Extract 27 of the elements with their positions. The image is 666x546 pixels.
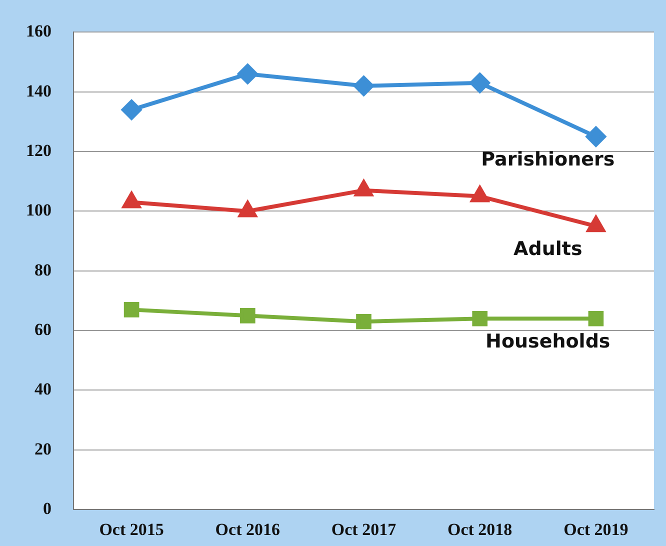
point bbox=[472, 310, 488, 326]
y-tick-label: 120 bbox=[26, 140, 52, 160]
point bbox=[470, 72, 490, 93]
point bbox=[588, 310, 604, 326]
point bbox=[124, 302, 140, 318]
x-tick-label: Oct 2018 bbox=[448, 520, 512, 540]
point bbox=[586, 126, 606, 147]
point bbox=[354, 76, 374, 96]
point bbox=[240, 308, 256, 324]
x-tick-label: Oct 2015 bbox=[99, 520, 164, 540]
point bbox=[356, 314, 372, 330]
x-tick-label: Oct 2016 bbox=[215, 520, 280, 540]
y-tick-label: 160 bbox=[26, 22, 52, 41]
point bbox=[122, 100, 142, 120]
series-label: Adults bbox=[514, 238, 582, 260]
y-tick-label: 140 bbox=[26, 81, 52, 100]
y-tick-label: 40 bbox=[34, 380, 52, 399]
point bbox=[238, 64, 258, 84]
y-tick-label: 80 bbox=[34, 260, 52, 280]
x-tick-label: Oct 2019 bbox=[564, 520, 628, 540]
y-tick-label: 0 bbox=[43, 498, 52, 518]
series-label: Parishioners bbox=[481, 148, 615, 171]
series-label: Households bbox=[486, 330, 610, 353]
x-tick-label: Oct 2017 bbox=[331, 520, 397, 540]
y-tick-label: 20 bbox=[34, 439, 52, 458]
y-tick-label: 60 bbox=[34, 320, 52, 339]
y-tick-label: 100 bbox=[26, 200, 52, 220]
